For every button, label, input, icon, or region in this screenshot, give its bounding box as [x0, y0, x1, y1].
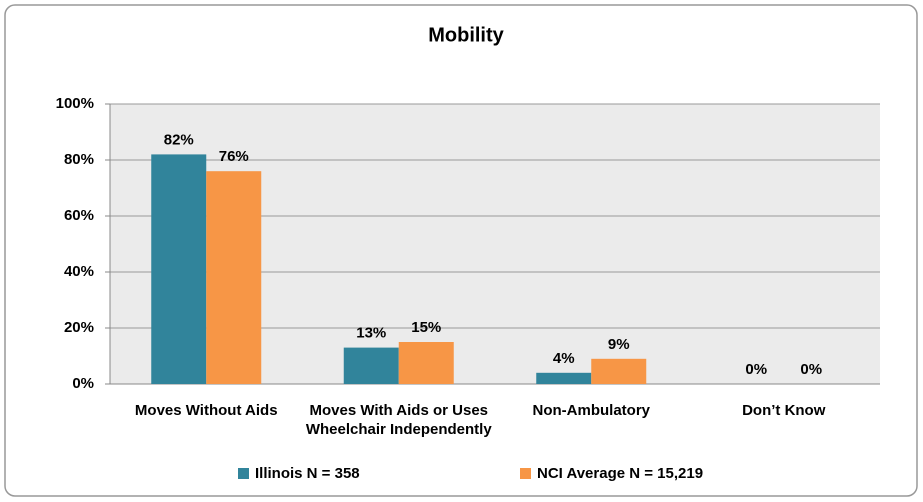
y-tick-label: 0% [72, 375, 94, 392]
x-tick-label: Moves Without Aids [134, 402, 278, 419]
legend-swatch [520, 468, 531, 479]
chart-title: Mobility [428, 24, 504, 46]
x-tick-label: Moves With Aids or Uses Wheelchair Indep… [305, 402, 492, 438]
y-tick-label: 20% [64, 319, 94, 336]
bar [591, 358, 647, 384]
data-label: 0% [745, 361, 767, 378]
legend-label: Illinois N = 358 [255, 465, 360, 482]
bar [343, 347, 399, 384]
x-tick-label: Don’t Know [742, 402, 826, 419]
data-label: 82% [164, 131, 194, 148]
data-label: 0% [800, 361, 822, 378]
y-tick-label: 40% [64, 263, 94, 280]
y-tick-label: 60% [64, 207, 94, 224]
y-tick-label: 80% [64, 151, 94, 168]
y-tick-label: 100% [56, 95, 94, 112]
bar [536, 372, 592, 384]
data-label: 13% [356, 325, 386, 342]
data-label: 4% [553, 350, 575, 367]
data-label: 15% [411, 319, 441, 336]
data-label: 76% [219, 148, 249, 165]
bar [398, 342, 454, 384]
x-tick-label: Non-Ambulatory [532, 402, 651, 419]
bar [151, 154, 207, 384]
legend-swatch [238, 468, 249, 479]
data-label: 9% [608, 336, 630, 353]
legend-label: NCI Average N = 15,219 [537, 465, 703, 482]
bar [206, 171, 262, 384]
